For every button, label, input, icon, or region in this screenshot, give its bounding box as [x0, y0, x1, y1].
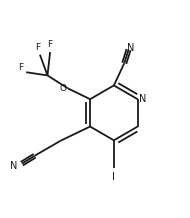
Text: I: I [112, 172, 115, 182]
Text: N: N [127, 43, 134, 53]
Text: O: O [60, 84, 67, 93]
Text: F: F [35, 43, 40, 52]
Text: N: N [10, 161, 18, 171]
Text: N: N [139, 94, 146, 104]
Text: F: F [18, 63, 24, 72]
Text: F: F [47, 40, 52, 49]
